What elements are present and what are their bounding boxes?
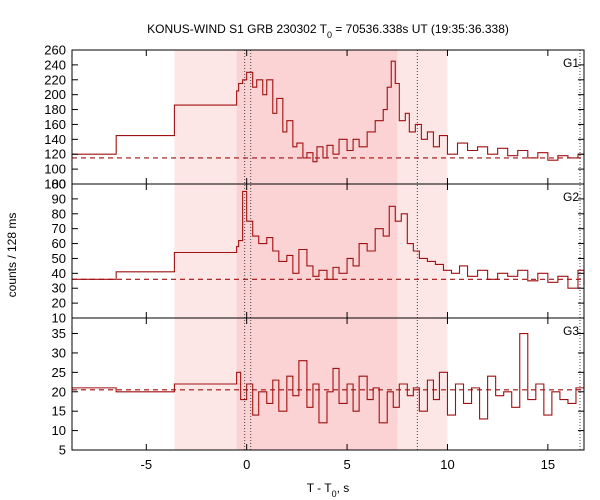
y-axis-label: counts / 128 ms bbox=[5, 213, 19, 298]
panel-label: G1 bbox=[563, 56, 579, 70]
y-tick-label: 200 bbox=[44, 87, 66, 102]
y-tick-label: 40 bbox=[52, 266, 66, 281]
x-axis-label: T - T0, s bbox=[307, 481, 350, 499]
panel-label: G3 bbox=[563, 324, 579, 338]
panel-g3: 5 10 15 20 25 30 35 G3 bbox=[52, 317, 585, 458]
y-tick-label: 220 bbox=[44, 72, 66, 87]
y-tick-label: 140 bbox=[44, 132, 66, 147]
shaded-interval-inner bbox=[236, 50, 398, 450]
y-tick-label: 100 bbox=[44, 177, 66, 192]
x-tick-label: 5 bbox=[343, 457, 350, 472]
y-tick-label: 80 bbox=[52, 206, 66, 221]
y-tick-label: 10 bbox=[52, 311, 66, 326]
panel-frame bbox=[71, 317, 585, 451]
x-tick-label: 10 bbox=[440, 457, 454, 472]
light-curve-g2 bbox=[72, 190, 585, 289]
y-tick-label: 80 bbox=[52, 177, 66, 192]
y-tick-label: 35 bbox=[52, 326, 66, 341]
y-tick-label: 20 bbox=[52, 296, 66, 311]
y-tick-label: 100 bbox=[44, 162, 66, 177]
y-tick-label: 50 bbox=[52, 251, 66, 266]
y-tick-label: 120 bbox=[44, 147, 66, 162]
y-tick-label: 160 bbox=[44, 117, 66, 132]
x-tick-label: 0 bbox=[243, 457, 250, 472]
y-tick-label: 240 bbox=[44, 57, 66, 72]
y-tick-label: 15 bbox=[52, 404, 66, 419]
y-tick-label: 260 bbox=[44, 43, 66, 58]
y-tick-label: 90 bbox=[52, 191, 66, 206]
plot-area: 80100120140160180200220240260G1102030405… bbox=[44, 43, 585, 472]
y-tick-label: 30 bbox=[52, 345, 66, 360]
y-tick-label: 60 bbox=[52, 236, 66, 251]
chart-title: KONUS-WIND S1 GRB 230302 T0 = 70536.338s… bbox=[147, 22, 509, 40]
y-tick-label: 20 bbox=[52, 384, 66, 399]
y-tick-label: 70 bbox=[52, 221, 66, 236]
y-tick-label: 180 bbox=[44, 102, 66, 117]
x-tick-label: -5 bbox=[141, 457, 153, 472]
y-tick-label: 5 bbox=[59, 443, 66, 458]
light-curve-g1 bbox=[72, 60, 585, 163]
y-tick-label: 10 bbox=[52, 423, 66, 438]
y-tick-label: 25 bbox=[52, 365, 66, 380]
x-tick-label: 15 bbox=[541, 457, 555, 472]
panel-label: G2 bbox=[563, 190, 579, 204]
y-tick-label: 30 bbox=[52, 281, 66, 296]
light-curve-g3 bbox=[72, 332, 585, 424]
